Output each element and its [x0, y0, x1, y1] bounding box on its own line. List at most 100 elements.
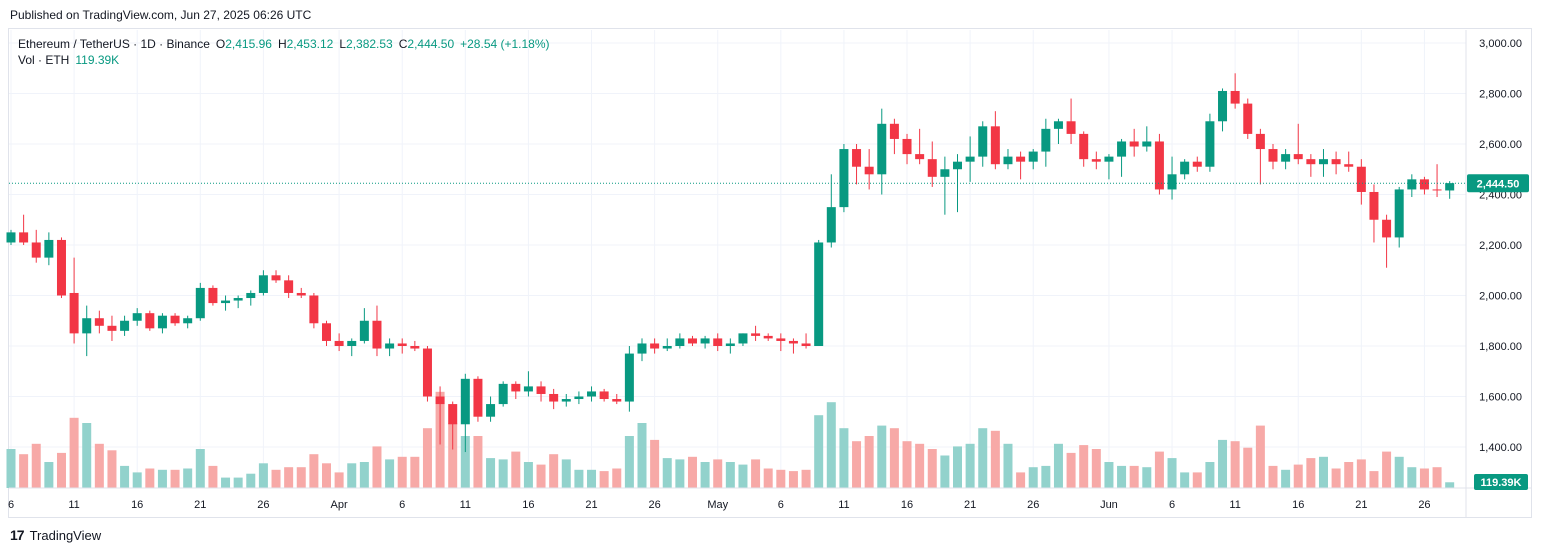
volume-bar: [120, 465, 130, 488]
volume-bar: [1091, 449, 1101, 488]
candle-body: [422, 348, 432, 397]
candle-body: [460, 378, 470, 425]
volume-bar: [271, 469, 281, 488]
candle-body: [599, 391, 609, 400]
candle-body: [511, 383, 521, 392]
volume-bar: [1180, 472, 1190, 488]
candle-body: [31, 242, 41, 258]
candle-body: [1243, 103, 1253, 134]
candle-body: [1079, 133, 1089, 160]
candle-body: [574, 396, 584, 400]
volume-bar: [56, 452, 66, 488]
volume-bar: [284, 467, 294, 488]
volume-bar: [889, 428, 899, 488]
candle-body: [915, 154, 925, 160]
y-tick-label: 2,000.00: [1479, 291, 1522, 303]
volume-bar: [1293, 464, 1303, 488]
candle-body: [814, 242, 824, 346]
volume-bar: [675, 459, 685, 488]
volume-bar: [776, 469, 786, 488]
candle-body: [1117, 141, 1127, 157]
candle-body: [195, 287, 205, 319]
y-tick-label: 1,600.00: [1479, 392, 1522, 404]
x-tick-label: 11: [68, 499, 79, 511]
volume-label[interactable]: Vol · ETH: [18, 53, 70, 67]
candle-body: [852, 149, 862, 167]
brand-name[interactable]: TradingView: [29, 527, 102, 543]
candle-body: [1129, 141, 1139, 147]
volume-bar: [1003, 443, 1013, 488]
change-value: +28.54 (+1.18%): [460, 37, 550, 51]
close-label: C: [398, 37, 408, 51]
volume-bar: [107, 450, 117, 488]
candle-body: [561, 399, 571, 402]
volume-bar: [1129, 465, 1139, 488]
volume-bar: [1016, 472, 1026, 488]
volume-bar: [1167, 458, 1177, 488]
candle-body: [19, 232, 29, 243]
volume-bar: [637, 423, 647, 488]
symbol-label[interactable]: Ethereum / TetherUS · 1D · Binance: [18, 37, 210, 51]
candle-body: [763, 335, 773, 339]
x-tick-label: Jun: [1100, 499, 1118, 511]
candle-body: [1293, 154, 1303, 160]
volume-bar: [372, 446, 382, 488]
candle-body: [675, 338, 685, 346]
volume-bar: [334, 472, 344, 488]
candle-body: [725, 343, 735, 346]
volume-bar: [574, 469, 584, 488]
candle-body: [145, 313, 155, 329]
volume-bar: [1154, 451, 1164, 488]
candle-body: [662, 346, 672, 349]
volume-bar: [246, 473, 256, 488]
volume-bar: [826, 402, 836, 488]
volume-bar: [624, 436, 634, 488]
candle-body: [1230, 90, 1240, 104]
candle-body: [473, 378, 483, 417]
volume-bar: [1255, 425, 1265, 488]
volume-bar: [195, 449, 205, 488]
volume-bar: [296, 467, 306, 488]
candle-body: [82, 318, 92, 334]
candle-body: [902, 138, 912, 155]
candle-body: [120, 320, 130, 331]
volume-bar: [1369, 471, 1379, 488]
candle-body: [1205, 121, 1215, 167]
volume-bar: [1243, 447, 1253, 488]
candle-body: [624, 353, 634, 402]
volume-bar: [1079, 445, 1089, 488]
last-price-badge: [1467, 174, 1529, 193]
candle-body: [776, 338, 786, 341]
volume-bar: [561, 459, 571, 488]
volume-bar: [763, 468, 773, 488]
candle-body: [953, 161, 962, 170]
x-tick-label: 11: [1229, 499, 1240, 511]
volume-bar: [1142, 467, 1152, 488]
volume-bar: [385, 459, 395, 488]
volume-bar: [183, 468, 193, 488]
volume-bar: [448, 423, 458, 488]
volume-bar: [347, 463, 357, 488]
volume-bar: [1218, 439, 1228, 488]
x-tick-label: 16: [131, 499, 143, 511]
candle-body: [687, 338, 697, 344]
chart-frame[interactable]: [8, 28, 1532, 518]
volume-bar: [852, 441, 862, 488]
volume-bar: [940, 455, 950, 488]
candle-body: [94, 318, 104, 326]
candle-body: [221, 300, 231, 304]
candle-body: [1104, 156, 1114, 162]
volume-bar: [587, 469, 597, 488]
volume-bar: [69, 417, 79, 488]
x-tick-label: 26: [1027, 499, 1039, 511]
volume-bar: [486, 458, 496, 488]
candle-body: [1281, 154, 1291, 162]
volume-bar: [1205, 462, 1215, 488]
x-tick-label: 6: [399, 499, 405, 511]
tradingview-logo-icon[interactable]: 17: [10, 527, 25, 543]
candle-body: [1192, 161, 1202, 167]
x-tick-label: 26: [1418, 499, 1430, 511]
low-value: 2,382.53: [346, 37, 393, 51]
low-label: L: [339, 37, 347, 51]
